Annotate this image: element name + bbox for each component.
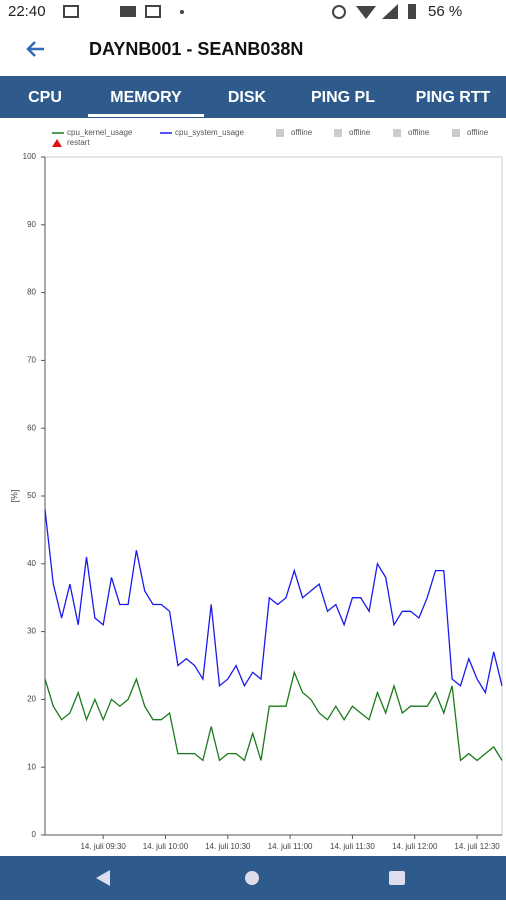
status-bar: [0, 0, 506, 24]
chart: 0 10 20 30 40 50 60 70 80 90 100 14. juli 09:30 14. …: [9, 128, 503, 851]
tab-indicator: [88, 114, 204, 117]
legend-swatch: [334, 129, 342, 137]
y-tick-label: 90: [27, 220, 36, 229]
tab[interactable]: DISK: [228, 89, 267, 106]
plot-frame: [44, 156, 503, 836]
x-tick-label: 14. juli 12:00: [392, 842, 438, 851]
y-tick-label: 80: [27, 288, 36, 297]
y-tick-label: 60: [27, 423, 36, 432]
y-tick-label: 100: [23, 152, 37, 161]
status-icon: [382, 4, 398, 19]
tab[interactable]: MEMORY: [110, 89, 182, 106]
y-tick-label: 10: [27, 762, 36, 771]
tab[interactable]: PING RTT: [416, 89, 491, 106]
status-icon: [408, 4, 416, 19]
x-tick-label: 14. juli 12:30: [454, 842, 500, 851]
header-title: DAYNB001 - SEANB038N: [89, 39, 303, 59]
tab[interactable]: CPU: [28, 89, 62, 106]
legend-label: offline: [408, 128, 430, 137]
tab[interactable]: PING PL: [311, 89, 375, 106]
legend-swatch: [393, 129, 401, 137]
x-tick-label: 14. juli 11:30: [330, 842, 375, 851]
status-icon: [180, 10, 184, 14]
legend-label: offline: [349, 128, 371, 137]
legend-label: offline: [291, 128, 313, 137]
nav-home[interactable]: [245, 871, 259, 885]
y-tick-label: 20: [27, 695, 36, 704]
legend-label: offline: [467, 128, 489, 137]
legend-label: restart: [67, 138, 90, 147]
series-line: [44, 509, 503, 695]
y-tick-label: 50: [27, 491, 36, 500]
status-icon: [145, 5, 161, 18]
status-icon: [63, 5, 79, 18]
x-tick-label: 14. juli 09:30: [80, 842, 126, 851]
nav-back[interactable]: [96, 870, 110, 886]
status-icon: [356, 6, 376, 19]
legend-label: cpu_kernel_usage: [67, 128, 133, 137]
y-tick-label: 40: [27, 559, 36, 568]
status-time: 22:40: [8, 3, 46, 20]
legend-swatch: [452, 129, 460, 137]
x-tick-label: 14. juli 11:00: [268, 842, 313, 851]
status-icon: [332, 5, 346, 19]
status-battery: 56 %: [428, 3, 462, 20]
tabs: CPU MEMORY DISK PING PL PING RTT: [28, 89, 491, 117]
legend-swatch: [52, 139, 62, 147]
legend-label: cpu_system_usage: [175, 128, 244, 137]
nav-recents[interactable]: [389, 871, 405, 885]
y-tick-label: 30: [27, 627, 36, 636]
y-tick-label: 70: [27, 356, 36, 365]
tab-bar: [0, 76, 506, 118]
y-axis-label: [%]: [9, 489, 19, 502]
status-icon: [120, 6, 136, 17]
y-tick-label: 0: [32, 830, 37, 839]
x-tick-label: 14. juli 10:00: [143, 842, 189, 851]
back-button[interactable]: [26, 41, 44, 57]
x-tick-label: 14. juli 10:30: [205, 842, 251, 851]
series-line: [44, 670, 503, 762]
legend-swatch: [276, 129, 284, 137]
